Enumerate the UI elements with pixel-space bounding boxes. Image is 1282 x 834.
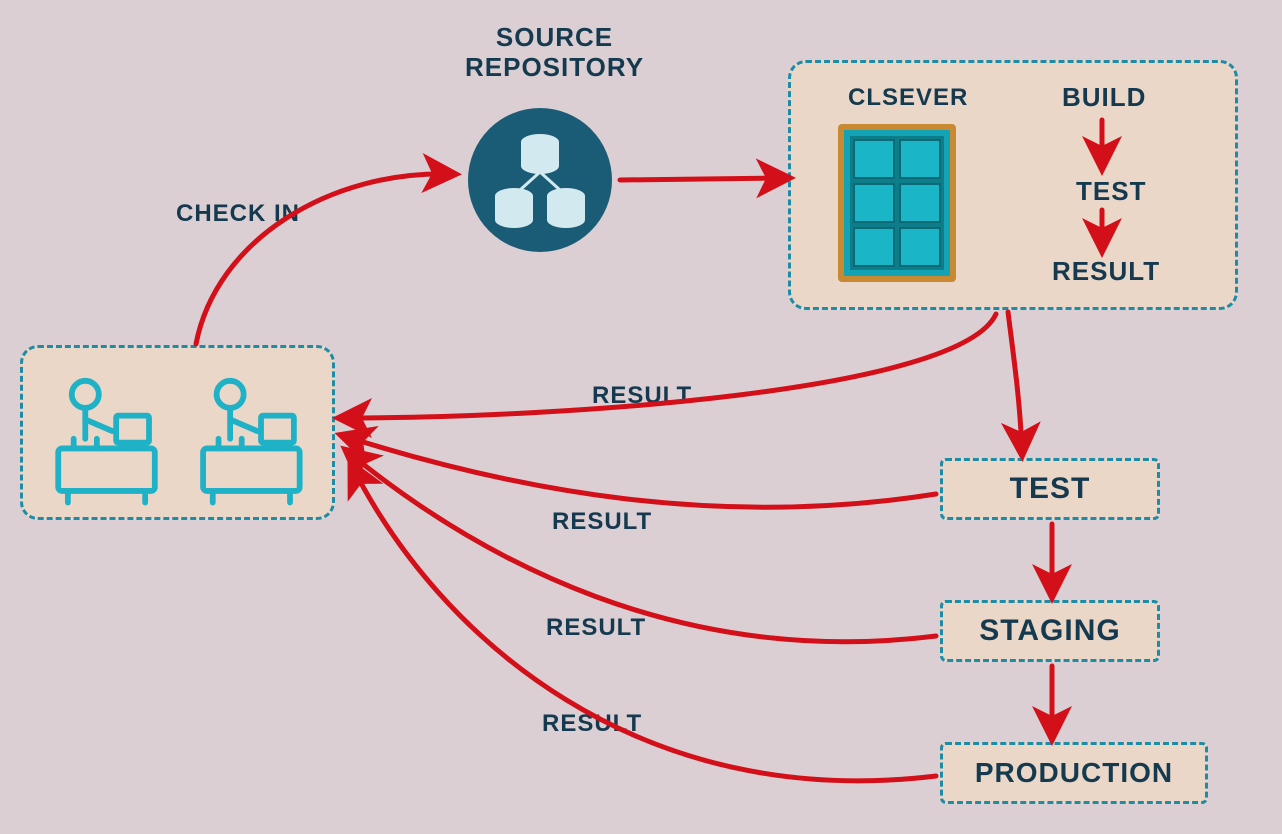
ci-step-test: TEST [1076, 176, 1146, 207]
stage-test-label: TEST [1010, 472, 1091, 506]
developer-icon [203, 381, 300, 503]
edge-label-result-staging: RESULT [546, 614, 646, 642]
stage-staging: STAGING [940, 600, 1160, 662]
clsever-label: CLSEVER [848, 84, 968, 112]
edge-label-result-test: RESULT [552, 508, 652, 536]
stage-test: TEST [940, 458, 1160, 520]
ci-step-build: BUILD [1062, 82, 1146, 113]
stage-production-label: PRODUCTION [975, 757, 1173, 789]
edge-result-from-test [344, 436, 936, 507]
edge-label-result-ci: RESULT [592, 382, 692, 410]
edge-repo-to-ci [620, 178, 786, 180]
source-repository-title: SOURCE REPOSITORY [465, 22, 644, 82]
developer-icon [58, 381, 155, 503]
developers-box [20, 345, 335, 520]
edge-label-result-production: RESULT [542, 710, 642, 738]
server-rack-icon [838, 124, 956, 282]
edge-label-checkin: CHECK IN [176, 200, 300, 228]
stage-staging-label: STAGING [979, 614, 1120, 648]
source-repository-icon [468, 108, 612, 252]
edge-ci-to-test [1008, 312, 1022, 452]
stage-production: PRODUCTION [940, 742, 1208, 804]
ci-step-result: RESULT [1052, 256, 1160, 287]
